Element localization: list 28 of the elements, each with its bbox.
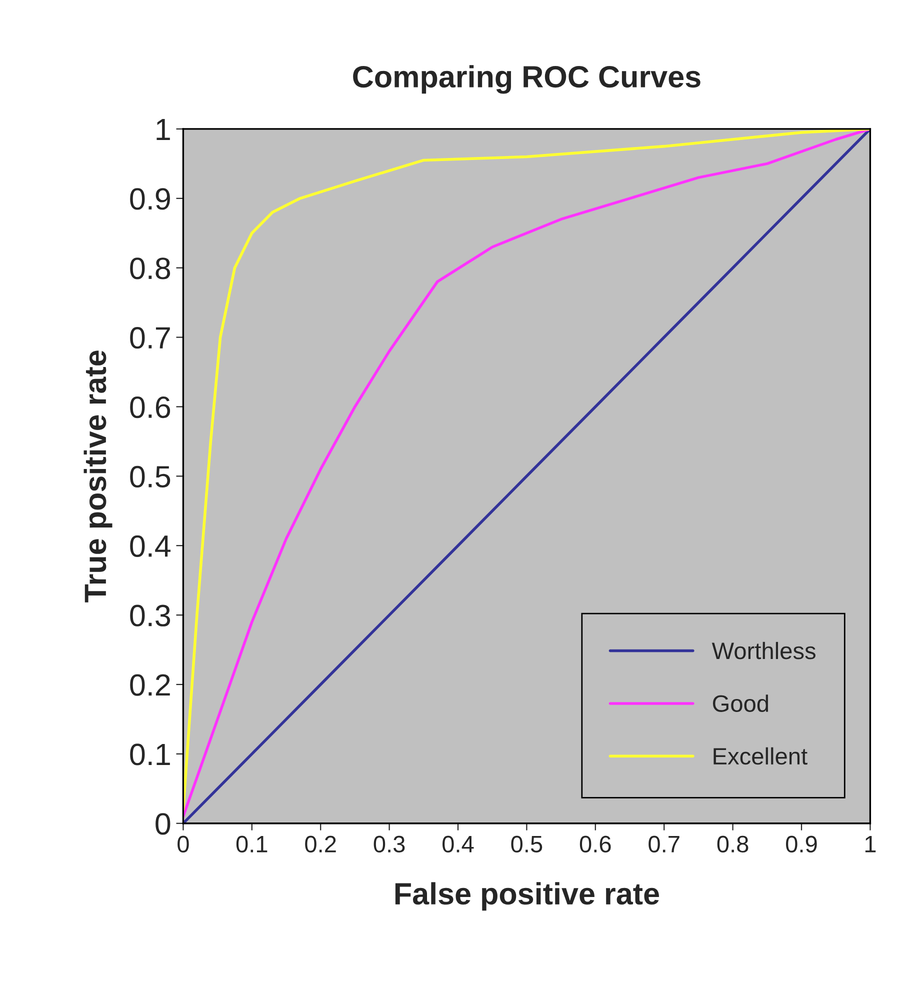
y-tick-label: 0 (156, 813, 170, 835)
legend-label: Good (712, 694, 768, 712)
y-tick-label: 0.2 (130, 674, 170, 696)
y-tick-label: 0.9 (130, 188, 170, 210)
chart-title: Comparing ROC Curves (353, 65, 700, 94)
x-tick-label: 0 (178, 836, 189, 853)
x-tick-label: 1 (865, 836, 876, 852)
y-tick-label: 0.4 (130, 535, 171, 557)
y-tick-label: 0.1 (130, 744, 170, 766)
y-tick-label: 0.6 (130, 396, 170, 418)
x-tick-label: 0.7 (648, 836, 680, 853)
x-tick-label: 0.5 (511, 836, 542, 853)
x-tick-label: 0.4 (442, 836, 474, 853)
y-tick-label: 0.8 (130, 258, 170, 280)
y-tick-label: 0.7 (130, 327, 170, 349)
legend-label: Worthless (712, 642, 816, 660)
x-tick-label: 0.3 (374, 836, 405, 853)
x-tick-label: 0.1 (236, 836, 268, 853)
y-tick-label: 0.5 (130, 466, 170, 488)
y-tick-label: 0.3 (130, 604, 170, 626)
legend-label: Excellent (714, 747, 808, 765)
y-axis-title: True positive rate (84, 350, 112, 602)
x-axis-title: False positive rate (395, 882, 659, 911)
x-tick-label: 0.8 (717, 836, 748, 853)
x-tick-label: 0.2 (305, 836, 336, 853)
x-tick-label: 0.6 (580, 836, 611, 853)
x-tick-label: 0.9 (786, 836, 817, 853)
y-tick-label: 1 (156, 119, 170, 140)
